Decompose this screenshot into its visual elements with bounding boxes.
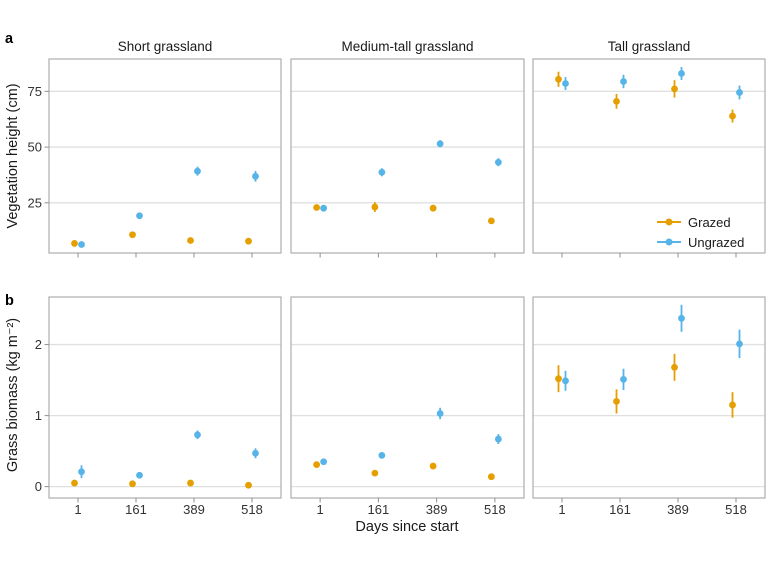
- legend-symbol-grazed-icon: [657, 218, 681, 226]
- y-tick-label: 1: [35, 408, 42, 423]
- x-tick-label: 161: [609, 502, 631, 517]
- data-point: [736, 340, 743, 348]
- legend-item-ungrazed: Ungrazed: [655, 232, 744, 252]
- data-point: [78, 468, 85, 476]
- panel-title-medium-tall-grassland: Medium-tall grassland: [341, 39, 474, 54]
- x-tick-label: 389: [183, 502, 205, 517]
- data-point: [678, 314, 685, 322]
- y-tick-label: 25: [28, 195, 42, 210]
- data-point: [378, 451, 386, 459]
- data-point: [313, 204, 321, 211]
- data-point: [555, 75, 562, 83]
- data-point: [436, 140, 444, 148]
- legend-symbol-ungrazed-icon: [657, 238, 681, 246]
- data-point: [736, 89, 743, 96]
- data-point: [136, 212, 143, 220]
- legend-label-ungrazed: Ungrazed: [688, 234, 745, 250]
- panel-border: [532, 296, 766, 499]
- x-tick-label: 1: [558, 502, 565, 517]
- data-point: [620, 78, 627, 85]
- panel-title-tall-grassland: Tall grassland: [607, 39, 691, 54]
- y-tick-label: 2: [35, 337, 42, 352]
- data-point: [555, 375, 562, 383]
- data-point: [729, 112, 736, 120]
- data-point: [187, 237, 194, 244]
- y-tick-label: 75: [28, 84, 42, 99]
- panel-label-b: b: [5, 293, 14, 309]
- y-tick-label: 0: [35, 479, 42, 494]
- panel-title-short-grassland: Short grassland: [117, 39, 213, 54]
- data-point: [436, 410, 444, 417]
- x-tick-label: 518: [484, 502, 506, 517]
- data-point: [136, 471, 143, 479]
- data-point: [78, 241, 85, 248]
- data-point: [613, 398, 620, 405]
- data-point: [71, 240, 78, 247]
- data-point: [562, 80, 569, 87]
- data-point: [494, 158, 502, 166]
- y-tick-label: 50: [28, 140, 42, 155]
- legend: Grazed Ungrazed: [655, 212, 744, 252]
- data-point: [320, 458, 328, 466]
- data-point: [678, 70, 685, 77]
- y-axis-title-vegetation-height: Vegetation height (cm): [5, 83, 21, 229]
- data-point: [429, 204, 437, 212]
- data-point: [129, 231, 136, 239]
- data-point: [378, 168, 386, 176]
- data-point: [613, 97, 620, 105]
- x-tick-label: 1: [74, 502, 81, 517]
- x-tick-label: 161: [125, 502, 147, 517]
- x-tick-label: 389: [426, 502, 448, 517]
- legend-label-grazed: Grazed: [688, 214, 731, 230]
- data-point: [129, 480, 136, 488]
- data-point: [371, 469, 379, 477]
- data-point: [194, 431, 201, 439]
- x-tick-label: 518: [725, 502, 747, 517]
- y-axis-title-grass-biomass: Grass biomass (kg m⁻²): [5, 317, 21, 473]
- x-tick-label: 1: [317, 502, 324, 517]
- data-point: [320, 204, 328, 212]
- x-tick-label: 389: [667, 502, 689, 517]
- panel-border: [532, 58, 766, 254]
- panel-border: [48, 58, 282, 254]
- legend-item-grazed: Grazed: [655, 212, 744, 232]
- panel-label-a: a: [5, 31, 14, 47]
- panel-border: [290, 58, 525, 254]
- data-point: [252, 172, 259, 180]
- data-point: [494, 435, 502, 443]
- data-point: [252, 449, 259, 457]
- data-point: [620, 375, 627, 383]
- panel-border: [290, 296, 525, 499]
- data-point: [671, 363, 678, 371]
- x-tick-label: 518: [241, 502, 263, 517]
- data-point: [245, 237, 252, 245]
- data-point: [671, 85, 678, 93]
- x-axis-title: Days since start: [355, 519, 459, 535]
- data-point: [371, 203, 379, 211]
- data-point: [729, 401, 736, 409]
- data-point: [429, 462, 437, 470]
- legend-key-glyph: [665, 238, 673, 246]
- data-point: [313, 461, 321, 469]
- data-point: [187, 479, 194, 487]
- data-point: [194, 167, 201, 175]
- panel-border: [48, 296, 282, 499]
- data-point: [71, 479, 78, 487]
- data-point: [487, 217, 495, 225]
- x-tick-label: 161: [368, 502, 390, 517]
- data-point: [562, 377, 569, 385]
- data-point: [487, 473, 495, 481]
- data-point: [245, 481, 252, 489]
- legend-key-glyph: [665, 218, 673, 226]
